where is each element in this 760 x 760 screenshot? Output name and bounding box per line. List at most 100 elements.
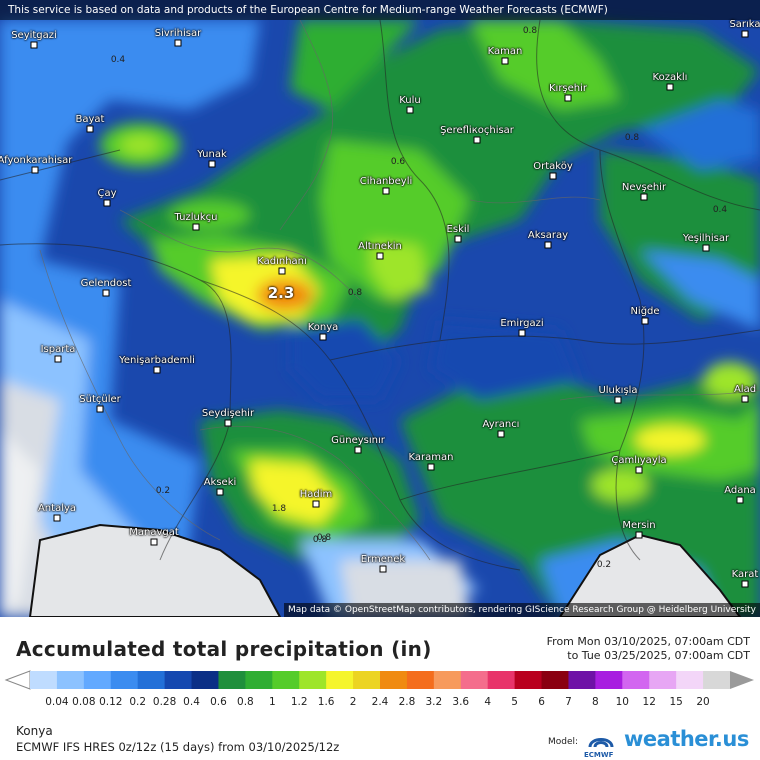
city-label: Ayrancı [482, 419, 520, 430]
contour-value-label: 0.4 [712, 205, 728, 215]
city-label: Manavgat [129, 527, 179, 538]
scale-tick-label: 20 [696, 696, 710, 708]
precipitation-map[interactable]: This service is based on data and produc… [0, 0, 760, 617]
model-description: ECMWF IFS HRES 0z/12z (15 days) from 03/… [16, 740, 340, 754]
city-marker [150, 538, 158, 546]
city-label: Afyonkarahisar [0, 155, 73, 166]
city-label: Konya [307, 322, 339, 333]
ecmwf-logo-text: ECMWF [584, 751, 614, 759]
scale-swatch [245, 671, 273, 689]
city-label: Niğde [630, 306, 660, 317]
scale-tick-label: 0.12 [99, 696, 123, 708]
location-name: Konya [16, 724, 53, 738]
ecmwf-notice-banner: This service is based on data and produc… [0, 0, 760, 20]
city-label: Şerefliкoçhisar [440, 125, 514, 136]
city-label: Karaman [408, 452, 454, 463]
city-marker [86, 125, 94, 133]
city-label: Kozaklı [652, 72, 688, 83]
max-precip-label: 2.3 [267, 284, 295, 302]
city-marker [278, 267, 286, 275]
city-label: Cihanbeyli [359, 176, 413, 187]
city-marker [640, 193, 648, 201]
city-label: Emirgazi [500, 318, 544, 329]
city-label: Antalya [37, 503, 77, 514]
city-label: Isparta [40, 344, 76, 355]
scale-tick-label: 0.04 [45, 696, 69, 708]
city-marker [741, 580, 749, 588]
scale-tick-label: 0.6 [210, 696, 227, 708]
map-attribution[interactable]: Map data © OpenStreetMap contributors, r… [284, 603, 760, 617]
city-marker [174, 39, 182, 47]
contour-value-label: 0.4 [110, 55, 126, 65]
city-marker [406, 106, 414, 114]
scale-swatch [272, 671, 300, 689]
scale-swatch [703, 671, 731, 689]
scale-swatch [460, 671, 489, 689]
city-marker [497, 430, 505, 438]
city-label: Seydişehir [201, 408, 255, 419]
city-marker [564, 94, 572, 102]
scale-swatch [514, 671, 543, 689]
scale-swatch [433, 671, 462, 689]
city-label: Akseki [203, 477, 237, 488]
scale-tick-label: 0.2 [129, 696, 147, 708]
legend-footer: Accumulated total precipitation (in) Fro… [0, 617, 760, 760]
city-label: Gelendost [80, 278, 132, 289]
scale-swatch [595, 671, 623, 689]
city-marker [376, 252, 384, 260]
city-marker [736, 496, 744, 504]
scale-tick-label: 1.2 [290, 696, 308, 708]
color-scale-labels: 0.04 0.08 0.12 0.2 0.28 0.4 0.6 0.8 1 1.2 1.6 2 2.4 2… [0, 696, 760, 710]
period-end: to Tue 03/25/2025, 07:00am CDT [567, 649, 750, 662]
city-marker [427, 463, 435, 471]
scale-tick-label: 3.6 [452, 696, 470, 708]
scale-tick-label: 1.6 [317, 696, 335, 708]
city-label: Kaman [487, 46, 523, 57]
city-label: Adana [724, 485, 756, 496]
model-label: Model: [548, 737, 579, 747]
city-label: Kulu [399, 95, 421, 106]
map-title: Accumulated total precipitation (in) [16, 637, 432, 661]
city-label: Çay [97, 188, 117, 199]
contour-value-label: 0.8 [312, 535, 328, 545]
city-label: Kırşehir [548, 83, 588, 94]
city-marker [549, 172, 557, 180]
scale-swatch [649, 671, 677, 689]
period-start: From Mon 03/10/2025, 07:00am CDT [546, 635, 750, 648]
contour-value-label: 0.2 [155, 486, 171, 496]
city-marker [354, 446, 362, 454]
scale-tick-label: 10 [615, 696, 629, 708]
city-label: Güneysınır [331, 435, 385, 446]
scale-tick-label: 5 [511, 696, 518, 708]
scale-swatch [299, 671, 327, 689]
city-marker [224, 419, 232, 427]
city-label: Yenişarbademli [119, 355, 195, 366]
scale-tick-label: 2 [349, 696, 357, 708]
scale-tick-label: 12 [642, 696, 656, 708]
contour-value-label: 0.2 [596, 560, 612, 570]
scale-tick-label: 4 [484, 696, 492, 708]
city-marker [666, 83, 674, 91]
scale-max-arrow [730, 671, 754, 689]
contour-value-label: 0.8 [347, 288, 363, 298]
scale-swatch [110, 671, 139, 689]
city-marker [153, 366, 161, 374]
scale-tick-label: 1 [268, 696, 276, 708]
city-marker [382, 187, 390, 195]
contour-value-label: 0.8 [522, 26, 538, 36]
scale-swatch [353, 671, 381, 689]
city-label: Sivrihisar [154, 28, 202, 39]
city-label: Bayat [75, 114, 105, 125]
weather-us-logo[interactable]: weather.us [624, 727, 749, 751]
city-marker [518, 329, 526, 337]
scale-swatch [541, 671, 569, 689]
scale-tick-label: 0.4 [183, 696, 200, 708]
city-marker [312, 500, 320, 508]
city-label: Alad [733, 384, 757, 395]
scale-swatch [406, 671, 435, 689]
scale-tick-label: 2.8 [398, 696, 416, 708]
city-marker [544, 241, 552, 249]
scale-swatch [137, 671, 166, 689]
city-label: Ulukışla [598, 385, 638, 396]
scale-tick-label: 2.4 [371, 696, 389, 708]
